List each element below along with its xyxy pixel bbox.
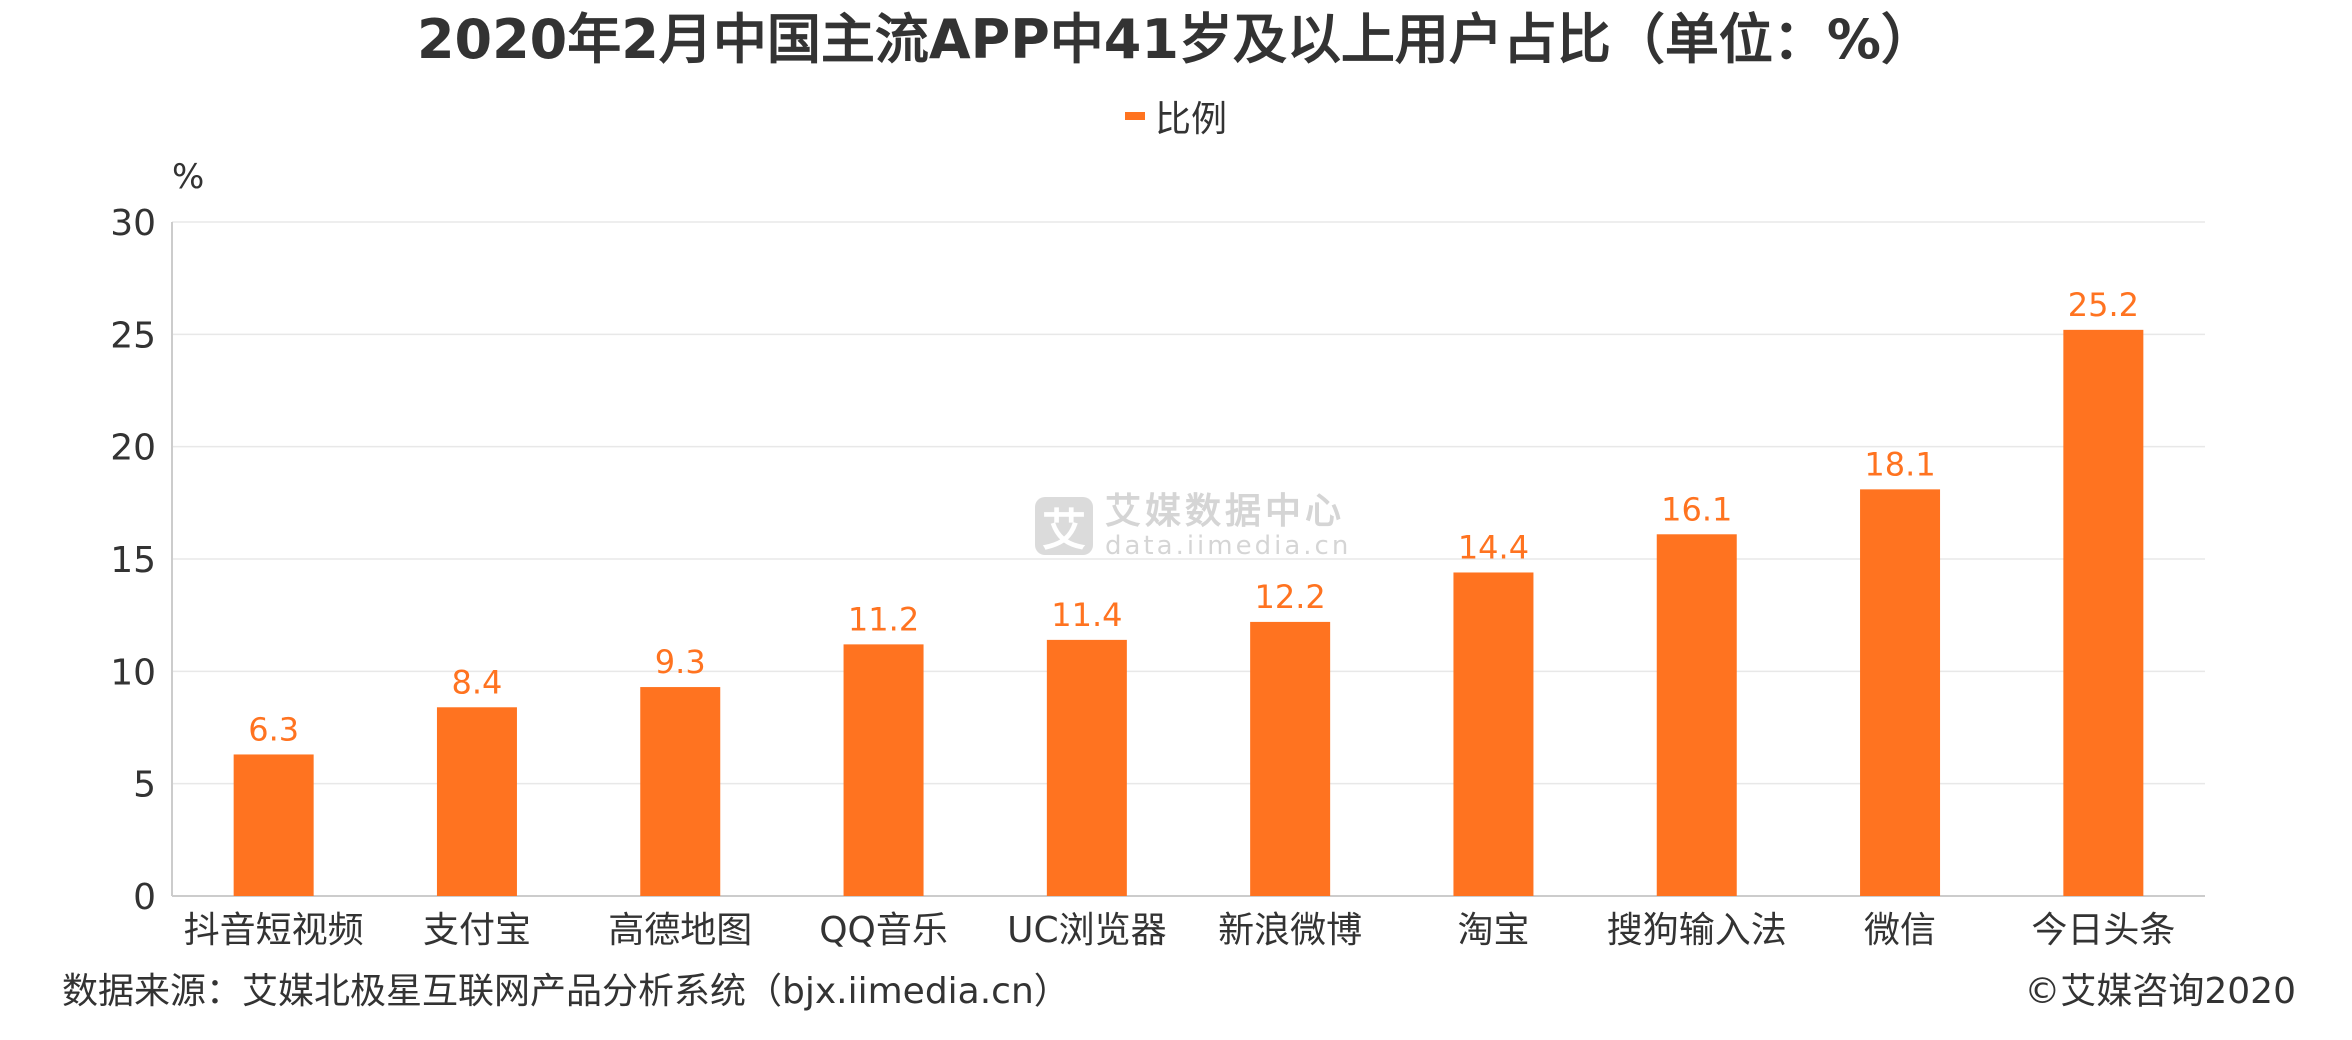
bar[interactable] (843, 644, 924, 896)
x-tick-label: 抖音短视频 (184, 910, 364, 951)
bar[interactable] (436, 707, 517, 896)
legend[interactable]: 比例 (0, 90, 2352, 142)
y-tick-label: 30 (110, 203, 156, 244)
watermark-logo: 艾 (1035, 497, 1093, 556)
bar[interactable] (1860, 489, 1941, 896)
footer-source: 数据来源：艾媒北极星互联网产品分析系统（bjx.iimedia.cn） (62, 971, 1070, 1012)
data-label: 18.1 (1864, 445, 1935, 483)
y-tick-label: 20 (110, 428, 156, 469)
data-label: 11.4 (1051, 596, 1122, 634)
y-tick-label: 0 (133, 877, 156, 918)
x-tick-label: 支付宝 (423, 910, 531, 951)
data-label: 25.2 (2068, 286, 2139, 324)
y-tick-labels: 0 5 10 15 20 25 30% (110, 157, 204, 918)
x-tick-label: 搜狗输入法 (1607, 910, 1787, 951)
bar[interactable] (233, 754, 314, 896)
x-tick-label: 高德地图 (608, 910, 752, 951)
chart-title: 2020年2月中国主流APP中41岁及以上用户占比（单位：%） (416, 8, 1936, 71)
legend-label: 比例 (1154, 99, 1227, 140)
watermark-name: 艾媒数据中心 (1105, 491, 1346, 532)
data-label: 16.1 (1661, 490, 1732, 528)
bar[interactable] (1453, 572, 1534, 896)
x-tick-label: 淘宝 (1457, 910, 1529, 951)
watermark-url: data.iimedia.cn (1105, 531, 1352, 561)
y-axis-label: % (172, 157, 204, 197)
x-tick-label: QQ音乐 (819, 910, 948, 951)
bar[interactable] (640, 687, 721, 896)
footer-copyright: ©艾媒咨询2020 (2024, 971, 2296, 1012)
x-tick-label: 微信 (1864, 910, 1936, 951)
bars (233, 329, 2144, 897)
y-tick-label: 5 (133, 765, 156, 806)
bar[interactable] (1046, 639, 1127, 896)
value-labels: 6.3 8.4 9.3 11.2 11.4 12.2 14.4 16.1 18.1 25.2 (248, 286, 2139, 749)
data-label: 6.3 (248, 710, 299, 748)
y-tick-label: 15 (110, 540, 156, 581)
x-tick-label: UC浏览器 (1007, 910, 1167, 951)
bar-chart: 6.3 8.4 9.3 11.2 11.4 12.2 14.4 16.1 18.1 25.2 抖音… (110, 157, 2205, 951)
x-tick-label: 今日头条 (2031, 910, 2175, 951)
y-tick-label: 25 (110, 315, 156, 356)
y-tick-label: 10 (110, 652, 156, 693)
data-label: 11.2 (848, 600, 919, 638)
data-label: 12.2 (1255, 578, 1326, 616)
x-tick-labels: 抖音短视频 支付宝 高德地图 QQ音乐 UC浏览器 新浪微博 淘宝 搜狗输入法 微信 今日头条 (184, 910, 2176, 951)
bar[interactable] (2063, 329, 2144, 897)
legend-swatch (1124, 112, 1145, 120)
data-label: 8.4 (452, 663, 503, 701)
data-label: 9.3 (655, 643, 706, 681)
bar[interactable] (1250, 621, 1331, 896)
bar[interactable] (1656, 534, 1737, 896)
x-tick-label: 新浪微博 (1218, 910, 1362, 951)
data-label: 14.4 (1458, 528, 1529, 566)
watermark: 艾 艾媒数据中心 data.iimedia.cn (1035, 492, 1351, 560)
